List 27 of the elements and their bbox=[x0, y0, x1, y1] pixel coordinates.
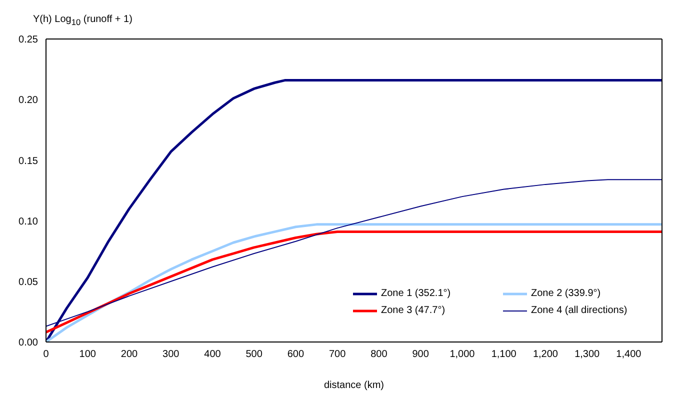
y-tick-label: 0.20 bbox=[18, 95, 38, 106]
y-tick-label: 0.00 bbox=[18, 338, 38, 349]
x-tick-label: 100 bbox=[79, 349, 96, 360]
x-tick-label: 500 bbox=[246, 349, 263, 360]
y-axis-title: Y(h) Log$_{10}$ (runoff + 1) bbox=[33, 14, 132, 27]
x-tick-label: 400 bbox=[204, 349, 222, 360]
x-tick-label: 1,100 bbox=[491, 349, 517, 360]
x-tick-label: 700 bbox=[329, 349, 346, 360]
y-tick-label: 0.05 bbox=[18, 276, 38, 288]
y-tick-label: 0.10 bbox=[18, 216, 38, 228]
x-axis-title: distance (km) bbox=[324, 380, 384, 391]
y-tick-label: 0.25 bbox=[18, 34, 38, 46]
y-tick-label: 0.15 bbox=[18, 156, 38, 167]
x-tick-label: 0 bbox=[43, 349, 50, 360]
x-tick-label: 300 bbox=[162, 349, 180, 360]
x-tick-label: 1,400 bbox=[616, 349, 642, 360]
x-tick-label: 200 bbox=[120, 349, 138, 360]
legend-label: Zone 3 (47.7°) bbox=[381, 305, 446, 316]
legend-label: Zone 2 (339.9°) bbox=[531, 288, 601, 299]
legend-label: Zone 4 (all directions) bbox=[531, 305, 628, 316]
x-tick-label: 1,300 bbox=[574, 349, 600, 360]
x-tick-label: 1,000 bbox=[450, 349, 476, 360]
x-tick-label: 900 bbox=[412, 349, 430, 360]
x-tick-label: 600 bbox=[287, 349, 305, 360]
legend-label: Zone 1 (352.1°) bbox=[381, 288, 451, 299]
x-tick-label: 800 bbox=[370, 349, 388, 360]
x-tick-label: 1,200 bbox=[532, 349, 558, 360]
